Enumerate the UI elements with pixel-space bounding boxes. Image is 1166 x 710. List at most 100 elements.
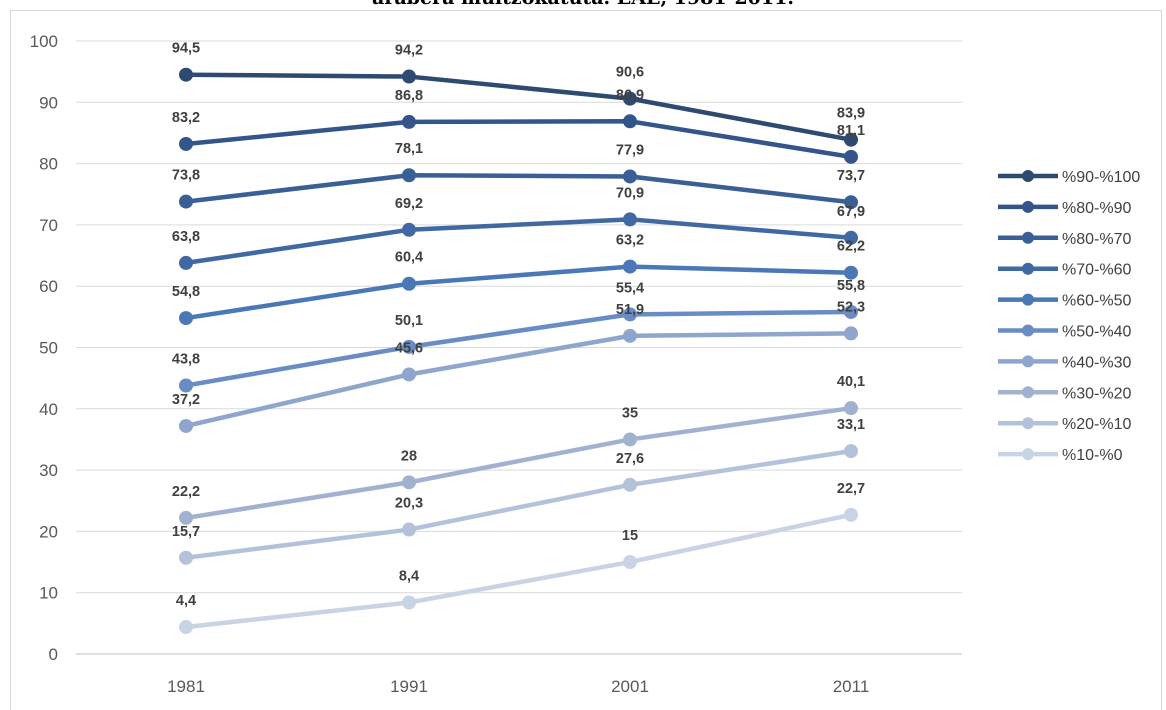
x-tick-label: 2001 [611, 677, 649, 696]
data-point [844, 265, 858, 280]
legend-item: %70-%60 [998, 262, 1131, 279]
data-point [623, 91, 637, 106]
legend-swatch-marker [1022, 231, 1034, 244]
data-point [623, 432, 637, 447]
series-line [183, 217, 854, 266]
legend-label: %30-%20 [1062, 385, 1131, 402]
series-10 [179, 507, 858, 635]
legend-label: %40-%30 [1062, 354, 1131, 371]
data-point [179, 620, 193, 635]
data-point [623, 169, 637, 184]
legend-item: %10-%0 [998, 447, 1123, 464]
legend-item: %50-%40 [998, 324, 1131, 341]
series-7 [179, 326, 858, 433]
data-label: 69,2 [395, 196, 423, 212]
series-6 [179, 304, 858, 393]
legend-item: %30-%20 [998, 385, 1131, 402]
data-point [844, 195, 858, 210]
data-label: 37,2 [172, 392, 200, 408]
data-point [402, 475, 416, 490]
data-label: 33,1 [837, 417, 865, 433]
y-tick-label: 20 [39, 522, 58, 541]
data-label: 62,2 [837, 239, 865, 255]
series-line [183, 331, 854, 429]
data-label: 35 [622, 405, 638, 421]
data-point [623, 259, 637, 274]
data-label: 60,4 [395, 250, 423, 266]
series-2 [179, 114, 858, 164]
data-label: 94,5 [172, 41, 200, 57]
data-point [402, 276, 416, 291]
data-point [623, 328, 637, 343]
data-label: 51,9 [616, 302, 644, 318]
legend-label: %80-%90 [1062, 200, 1131, 217]
y-tick-label: 60 [39, 277, 58, 296]
data-point [402, 222, 416, 237]
data-point [623, 307, 637, 322]
data-label: 70,9 [616, 185, 644, 201]
data-point [844, 304, 858, 319]
legend-item: %40-%30 [998, 354, 1131, 371]
legend-item: %60-%50 [998, 293, 1131, 310]
data-label: 50,1 [395, 313, 423, 329]
legend-label: %60-%50 [1062, 293, 1131, 310]
data-point [179, 136, 193, 151]
gridlines [76, 40, 962, 655]
y-tick-label: 90 [39, 93, 58, 112]
legend-item: %20-%10 [998, 416, 1131, 433]
y-tick-label: 70 [39, 216, 58, 235]
y-tick-label: 10 [39, 584, 58, 603]
data-label: 40,1 [837, 374, 865, 390]
data-point [402, 595, 416, 610]
data-label: 63,2 [616, 233, 644, 249]
data-label: 73,8 [172, 168, 200, 184]
data-label: 90,6 [616, 65, 644, 81]
data-label: 4,4 [176, 593, 196, 609]
data-label: 55,8 [837, 278, 865, 294]
data-label: 81,1 [837, 123, 865, 139]
data-point [179, 510, 193, 525]
data-point [623, 555, 637, 570]
data-point [179, 255, 193, 270]
series-5 [179, 259, 858, 326]
legend-swatch-marker [1022, 262, 1034, 275]
data-label: 8,4 [399, 569, 419, 585]
legend-label: %50-%40 [1062, 324, 1131, 341]
data-point [402, 522, 416, 537]
legend-label: %10-%0 [1062, 447, 1123, 464]
legend-swatch-marker [1022, 355, 1034, 368]
series-line [183, 512, 854, 630]
legend-swatch-marker [1022, 293, 1034, 306]
data-point [844, 444, 858, 459]
data-point [844, 401, 858, 416]
series-3 [179, 168, 858, 210]
chart-title: arabera multzokatuta. EAE, 1981-2011. [0, 0, 1166, 9]
series-line [183, 119, 854, 160]
series-line [183, 448, 854, 561]
data-label: 73,7 [837, 168, 865, 184]
data-label: 22,7 [837, 481, 865, 497]
data-label: 86,8 [395, 88, 423, 104]
data-point [623, 114, 637, 129]
data-point [402, 168, 416, 183]
y-tick-label: 50 [39, 339, 58, 358]
data-point [179, 67, 193, 82]
data-point [844, 149, 858, 164]
data-point [844, 326, 858, 341]
series-line [183, 264, 854, 321]
series-lines [179, 67, 858, 635]
legend-label: %20-%10 [1062, 416, 1131, 433]
data-label: 86,9 [616, 87, 644, 103]
y-tick-label: 80 [39, 155, 58, 174]
data-point [179, 194, 193, 209]
data-label: 22,2 [172, 484, 200, 500]
x-tick-label: 2011 [833, 677, 870, 696]
data-label: 83,2 [172, 110, 200, 126]
legend-swatch-marker [1022, 170, 1034, 182]
chart-frame [10, 10, 1162, 710]
legend-label: %80-%70 [1062, 231, 1131, 248]
legend-label: %70-%60 [1062, 262, 1131, 279]
data-label: 20,3 [395, 496, 423, 512]
legend-swatch-marker [1022, 386, 1034, 399]
